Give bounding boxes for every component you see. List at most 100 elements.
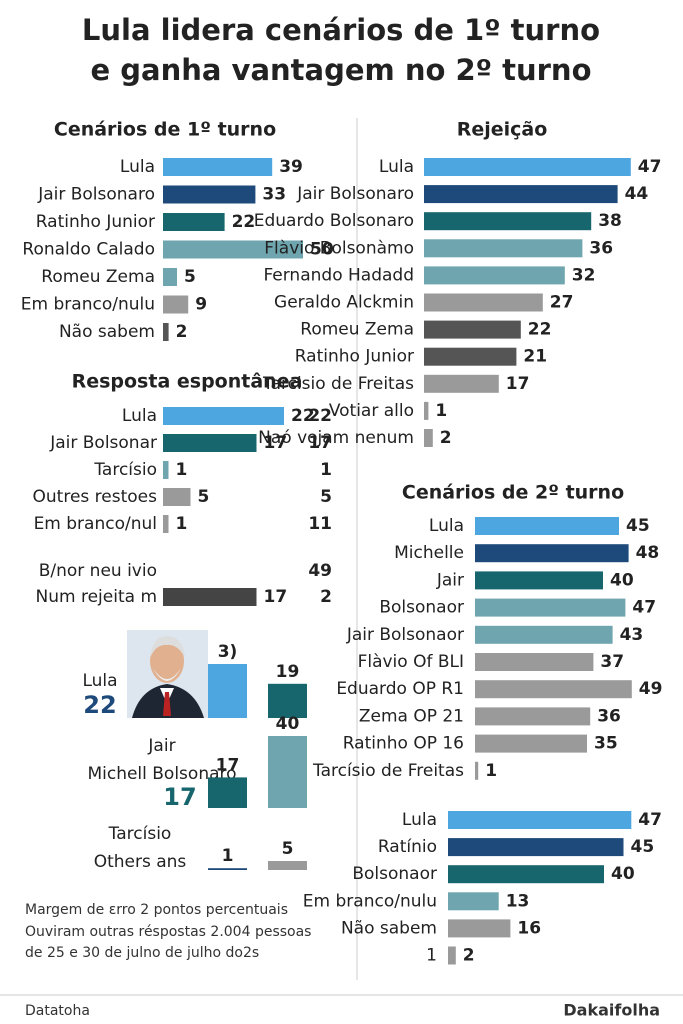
row-label: Em branco/nul xyxy=(34,514,157,534)
value-label: 47 xyxy=(638,157,662,177)
bar xyxy=(424,212,592,231)
value-label: 48 xyxy=(636,543,660,563)
row-label: Outres restoes xyxy=(33,487,158,507)
bar xyxy=(163,213,225,231)
row-label: Romeu Zema xyxy=(41,267,155,287)
value-label: 33 xyxy=(262,185,286,205)
value-label: 17 xyxy=(506,374,530,394)
row-label: Jair Bolsonaro xyxy=(296,184,414,204)
row-label: Lula xyxy=(120,157,155,177)
column xyxy=(208,777,247,808)
bar xyxy=(163,488,191,506)
bar xyxy=(424,401,429,420)
row-label: Em branco/nulu xyxy=(21,295,155,315)
value-label: 5 xyxy=(184,267,196,287)
row-label: Ratínio xyxy=(378,837,437,857)
value-label: 2 xyxy=(176,322,188,342)
row-label: Tarcísio de Freitas xyxy=(312,761,464,781)
value-label: 5 xyxy=(198,487,210,507)
bar xyxy=(424,266,565,285)
chart-heading: Rejeição xyxy=(457,119,548,141)
row-label: Flàvio Bolsonàmo xyxy=(264,238,414,258)
bar xyxy=(448,865,604,884)
row-label: Bolsonaor xyxy=(379,598,464,618)
value-label: 1 xyxy=(222,846,234,866)
column xyxy=(208,868,247,870)
bar xyxy=(448,811,632,829)
row-label: Lula xyxy=(429,516,464,536)
row-label: Naó vojam nenum xyxy=(258,428,414,448)
value-label: 2 xyxy=(440,428,452,448)
value-label: 50 xyxy=(310,240,334,260)
row-label: Num rejeita m xyxy=(36,587,157,607)
value-label: 1 xyxy=(435,401,447,421)
bar xyxy=(424,239,583,258)
value-label: 38 xyxy=(598,211,622,231)
row-label: Eduardo Bolsonaro xyxy=(254,211,414,231)
value-label: 27 xyxy=(550,293,574,313)
row-label: Eduardo OP R1 xyxy=(336,679,464,699)
row-label: Ratinho Junior xyxy=(295,347,414,367)
bar xyxy=(448,946,456,965)
value-label: 22 xyxy=(291,406,315,426)
bar xyxy=(163,407,284,425)
value-label: 32 xyxy=(572,265,596,285)
source: Datatoha xyxy=(25,1003,90,1019)
row-label: Tarcísio xyxy=(93,460,157,480)
row-label: Tarcisio de Freitas xyxy=(262,374,414,394)
group-label: Lula xyxy=(82,671,117,691)
row-label: Votiar allo xyxy=(329,401,414,421)
value-label: 17 xyxy=(264,587,288,607)
column xyxy=(268,861,307,870)
group-label: Michell Bolsonaro xyxy=(87,764,236,784)
bar xyxy=(424,429,433,447)
lead-number: 17 xyxy=(163,783,196,811)
value-label: 13 xyxy=(506,891,530,911)
value-label: 35 xyxy=(594,734,618,754)
group-label: Tarcísio xyxy=(108,824,172,844)
value-label: 40 xyxy=(611,864,635,884)
row-label: Ronaldo Calado xyxy=(22,240,155,260)
row-label: Lula xyxy=(122,406,157,426)
bar xyxy=(163,295,189,314)
bar xyxy=(163,323,169,341)
row-label: Jair Bolsonar xyxy=(49,433,157,453)
value-label: 40 xyxy=(276,714,300,734)
value-label: 1 xyxy=(176,514,188,534)
value-label: 22 xyxy=(308,406,332,426)
row-label: Jair xyxy=(436,570,464,590)
bar xyxy=(475,544,629,563)
row-label: Lula xyxy=(379,157,414,177)
bar xyxy=(163,588,257,606)
row-label: Geraldo Alckmin xyxy=(274,293,414,313)
row-label: Ratinho OP 16 xyxy=(343,734,464,754)
value-label: 45 xyxy=(626,516,650,536)
bar xyxy=(163,515,169,533)
value-label: 44 xyxy=(625,184,649,204)
value-label: 22 xyxy=(232,212,256,232)
bar xyxy=(424,158,631,176)
value-label: 39 xyxy=(279,157,303,177)
chart-heading: Cenários de 1º turno xyxy=(54,119,276,141)
bar xyxy=(163,185,256,204)
row-label: Jair Bolsonaor xyxy=(346,625,464,645)
bar xyxy=(424,320,521,339)
value-label: 45 xyxy=(631,837,655,857)
value-label: 49 xyxy=(639,679,663,699)
brand: Dakaifolha xyxy=(563,1001,660,1020)
bar xyxy=(475,680,632,699)
row-label: B/nor neu ivio xyxy=(39,561,157,581)
row-label: 1 xyxy=(426,946,437,966)
value-label: 47 xyxy=(638,810,662,830)
row-label: Bolsonaor xyxy=(352,864,437,884)
title-line: e ganha vantagem no 2º turno xyxy=(90,53,591,87)
value-label: 22 xyxy=(528,320,552,340)
value-label: 21 xyxy=(523,347,547,367)
row-label: Lula xyxy=(402,810,437,830)
footnote: Margem de ɛrro 2 pontos percentuais xyxy=(25,902,288,918)
chart-heading: Resposta espontânea xyxy=(72,371,303,393)
bar xyxy=(475,734,587,753)
bar xyxy=(163,434,257,452)
footnote: Ouviram outras réspostas 2.004 pessoas xyxy=(25,924,311,940)
